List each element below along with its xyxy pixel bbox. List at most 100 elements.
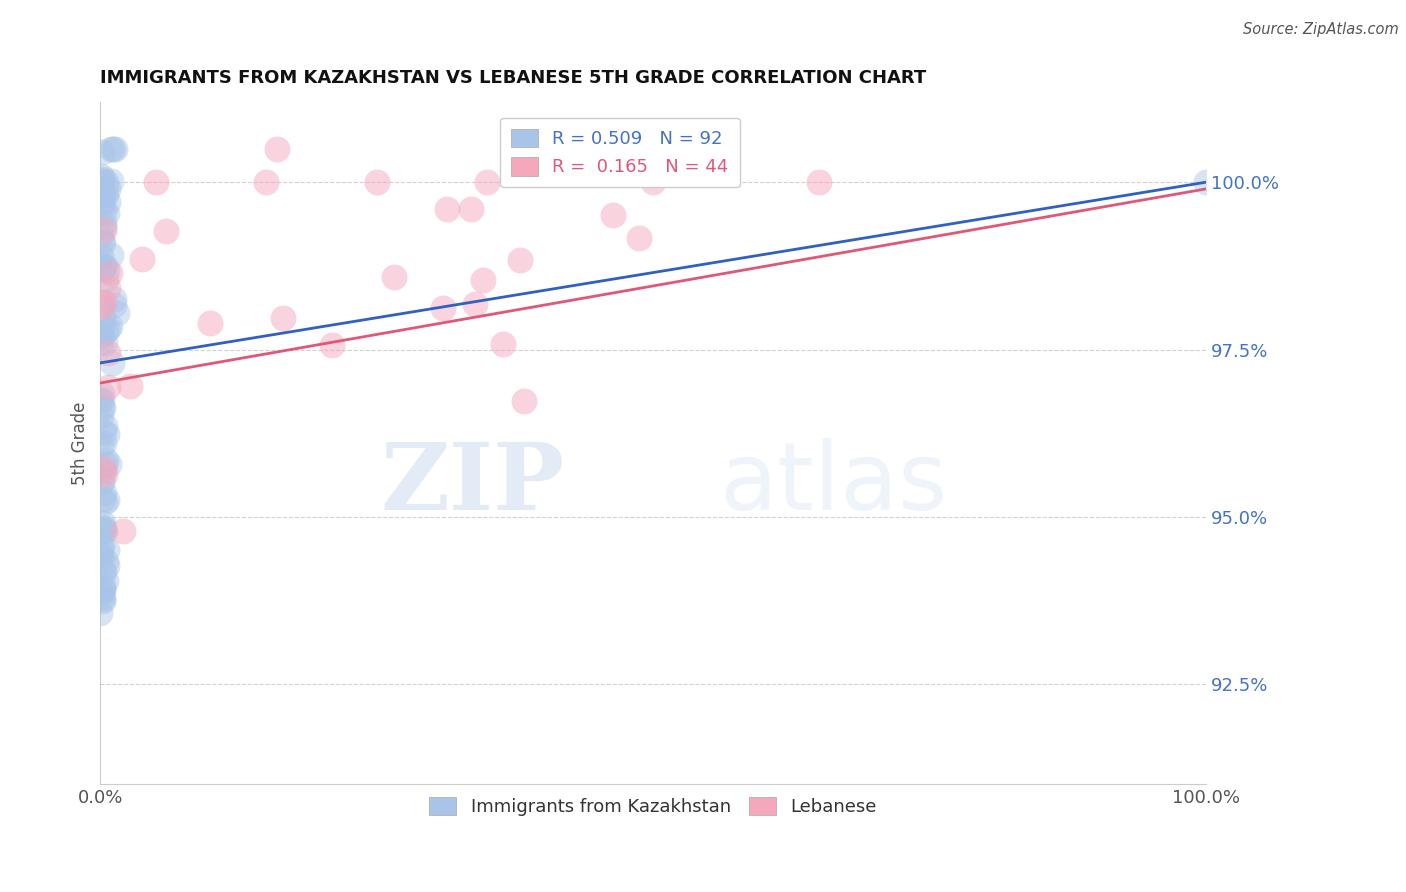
Point: [90, 249, 112, 263]
Point: [93, 524, 115, 539]
Point: [97, 281, 120, 295]
Point: [266, 142, 288, 156]
Point: [628, 230, 651, 244]
Point: [1195, 175, 1218, 189]
Point: [98, 319, 121, 334]
Point: [90, 198, 112, 212]
Point: [91, 582, 114, 596]
Point: [94, 260, 117, 274]
Point: [602, 208, 624, 222]
Point: [94, 457, 117, 471]
Point: [91, 172, 114, 186]
Point: [96, 271, 118, 285]
Point: [91, 187, 114, 202]
Point: [103, 298, 125, 312]
Point: [96, 542, 118, 557]
Point: [91, 578, 114, 592]
Point: [90, 336, 112, 351]
Point: [471, 273, 494, 287]
Point: [271, 311, 294, 326]
Text: atlas: atlas: [720, 438, 948, 530]
Point: [93, 220, 115, 235]
Point: [619, 142, 641, 156]
Point: [91, 461, 114, 475]
Point: [91, 400, 114, 414]
Legend: Immigrants from Kazakhstan, Lebanese: Immigrants from Kazakhstan, Lebanese: [422, 789, 884, 823]
Point: [105, 305, 128, 319]
Point: [91, 539, 114, 553]
Point: [94, 453, 117, 467]
Text: ZIP: ZIP: [381, 439, 565, 529]
Point: [111, 524, 134, 538]
Point: [97, 182, 120, 196]
Point: [91, 583, 114, 598]
Point: [93, 205, 115, 219]
Text: Source: ZipAtlas.com: Source: ZipAtlas.com: [1243, 22, 1399, 37]
Point: [94, 554, 117, 568]
Point: [93, 565, 115, 579]
Point: [90, 439, 112, 453]
Point: [93, 425, 115, 440]
Point: [93, 260, 115, 274]
Point: [90, 524, 112, 538]
Point: [509, 253, 531, 268]
Point: [90, 327, 112, 342]
Point: [90, 549, 112, 564]
Point: [91, 594, 114, 608]
Point: [91, 393, 114, 408]
Point: [145, 175, 167, 189]
Point: [101, 356, 124, 370]
Text: IMMIGRANTS FROM KAZAKHSTAN VS LEBANESE 5TH GRADE CORRELATION CHART: IMMIGRANTS FROM KAZAKHSTAN VS LEBANESE 5…: [100, 69, 927, 87]
Point: [103, 293, 125, 307]
Point: [90, 173, 112, 187]
Point: [104, 142, 127, 156]
Point: [91, 520, 114, 534]
Point: [94, 335, 117, 350]
Point: [90, 473, 112, 487]
Point: [96, 558, 118, 573]
Point: [254, 175, 277, 189]
Point: [91, 475, 114, 489]
Point: [94, 187, 117, 202]
Point: [94, 574, 117, 588]
Point: [90, 327, 112, 342]
Point: [97, 346, 120, 360]
Point: [90, 540, 112, 554]
Point: [155, 224, 177, 238]
Point: [91, 310, 114, 325]
Point: [436, 202, 458, 216]
Point: [91, 590, 114, 604]
Point: [89, 392, 111, 407]
Point: [90, 261, 112, 276]
Point: [101, 142, 124, 156]
Point: [90, 409, 112, 423]
Point: [91, 234, 114, 248]
Point: [90, 227, 112, 242]
Point: [100, 248, 122, 262]
Point: [89, 607, 111, 621]
Point: [91, 175, 114, 189]
Point: [460, 202, 482, 216]
Point: [100, 142, 122, 156]
Point: [90, 319, 112, 334]
Point: [100, 174, 122, 188]
Point: [96, 427, 118, 442]
Point: [91, 260, 114, 274]
Point: [97, 457, 120, 471]
Point: [91, 194, 114, 209]
Point: [96, 263, 118, 277]
Point: [93, 463, 115, 477]
Point: [94, 494, 117, 508]
Point: [492, 336, 515, 351]
Point: [94, 524, 117, 539]
Point: [464, 297, 486, 311]
Point: [96, 176, 118, 190]
Point: [477, 175, 499, 189]
Point: [641, 175, 664, 189]
Point: [93, 435, 115, 450]
Point: [93, 486, 115, 500]
Point: [90, 294, 112, 309]
Point: [96, 324, 118, 338]
Point: [93, 223, 115, 237]
Point: [93, 216, 115, 230]
